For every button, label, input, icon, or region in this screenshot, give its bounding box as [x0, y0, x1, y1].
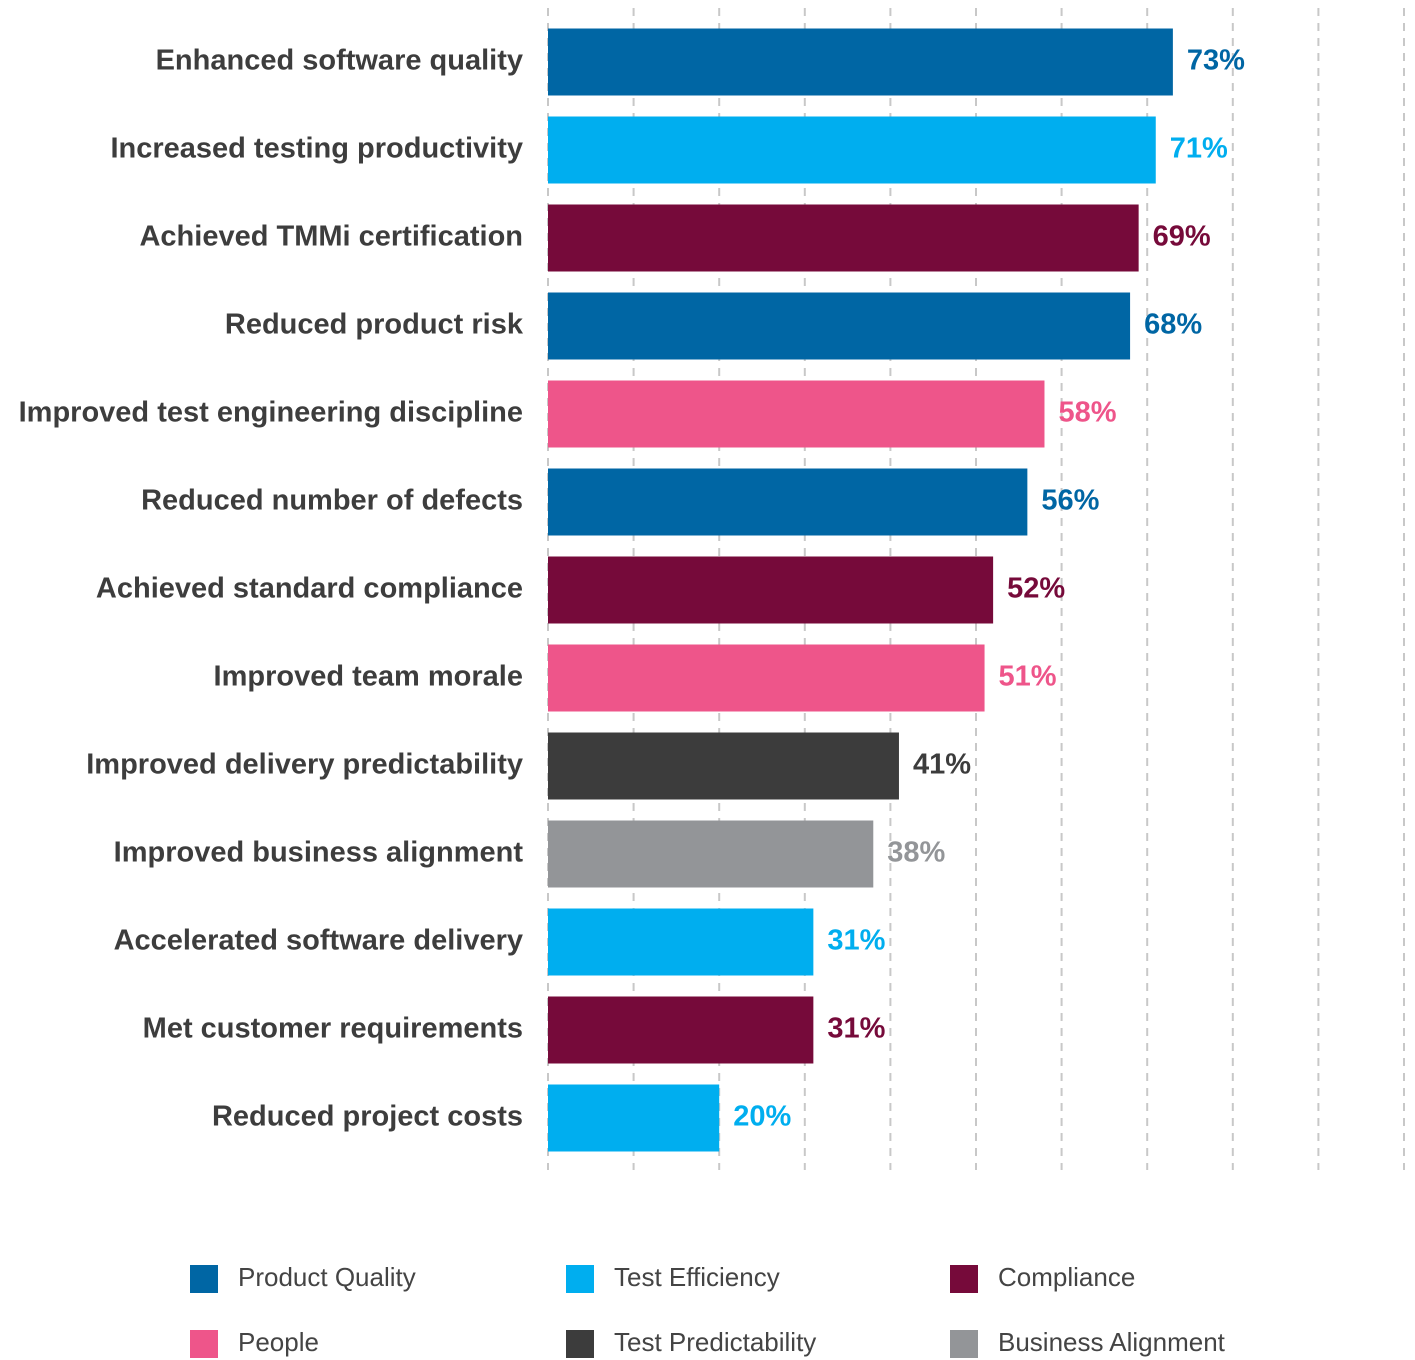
category-label: Increased testing productivity	[110, 133, 523, 165]
category-label: Met customer requirements	[143, 1013, 523, 1045]
category-label: Reduced project costs	[212, 1101, 523, 1133]
bar	[548, 116, 1156, 184]
bar	[548, 644, 985, 712]
category-label: Accelerated software delivery	[114, 925, 523, 957]
category-label: Reduced number of defects	[141, 485, 523, 517]
legend-label: People	[238, 1327, 319, 1357]
category-label: Reduced product risk	[225, 309, 524, 341]
legend-label: Product Quality	[238, 1262, 416, 1292]
value-label: 51%	[999, 661, 1057, 693]
category-label: Improved business alignment	[114, 837, 524, 869]
category-label: Achieved standard compliance	[96, 573, 523, 605]
value-label: 58%	[1058, 397, 1116, 429]
category-label: Improved team morale	[214, 661, 523, 693]
value-label: 71%	[1170, 133, 1228, 165]
legend-swatch	[950, 1330, 978, 1358]
value-label: 56%	[1041, 485, 1099, 517]
bar	[548, 820, 874, 888]
value-label: 73%	[1187, 45, 1245, 77]
legend-label: Test Efficiency	[614, 1262, 780, 1292]
legend-swatch	[566, 1330, 594, 1358]
bar	[548, 204, 1139, 272]
category-label: Enhanced software quality	[156, 45, 523, 77]
bar	[548, 732, 899, 800]
legend-swatch	[190, 1265, 218, 1293]
value-label: 31%	[827, 1013, 885, 1045]
value-label: 38%	[887, 837, 945, 869]
bar	[548, 908, 814, 976]
value-label: 52%	[1007, 573, 1065, 605]
value-label: 31%	[827, 925, 885, 957]
value-label: 69%	[1153, 221, 1211, 253]
category-label: Improved test engineering discipline	[19, 397, 523, 429]
legend-label: Compliance	[998, 1262, 1135, 1292]
value-label: 20%	[733, 1101, 791, 1133]
legend-swatch	[950, 1265, 978, 1293]
bar	[548, 996, 814, 1064]
category-label: Achieved TMMi certification	[139, 221, 523, 253]
bar	[548, 28, 1173, 96]
legend-swatch	[190, 1330, 218, 1358]
legend-label: Test Predictability	[614, 1327, 816, 1357]
legend-label: Business Alignment	[998, 1327, 1226, 1357]
value-label: 68%	[1144, 309, 1202, 341]
bar	[548, 468, 1028, 536]
bar	[548, 380, 1045, 448]
legend-swatch	[566, 1265, 594, 1293]
value-label: 41%	[913, 749, 971, 781]
bar	[548, 292, 1131, 360]
category-label: Improved delivery predictability	[86, 749, 523, 781]
bar	[548, 556, 994, 624]
bar	[548, 1084, 720, 1152]
